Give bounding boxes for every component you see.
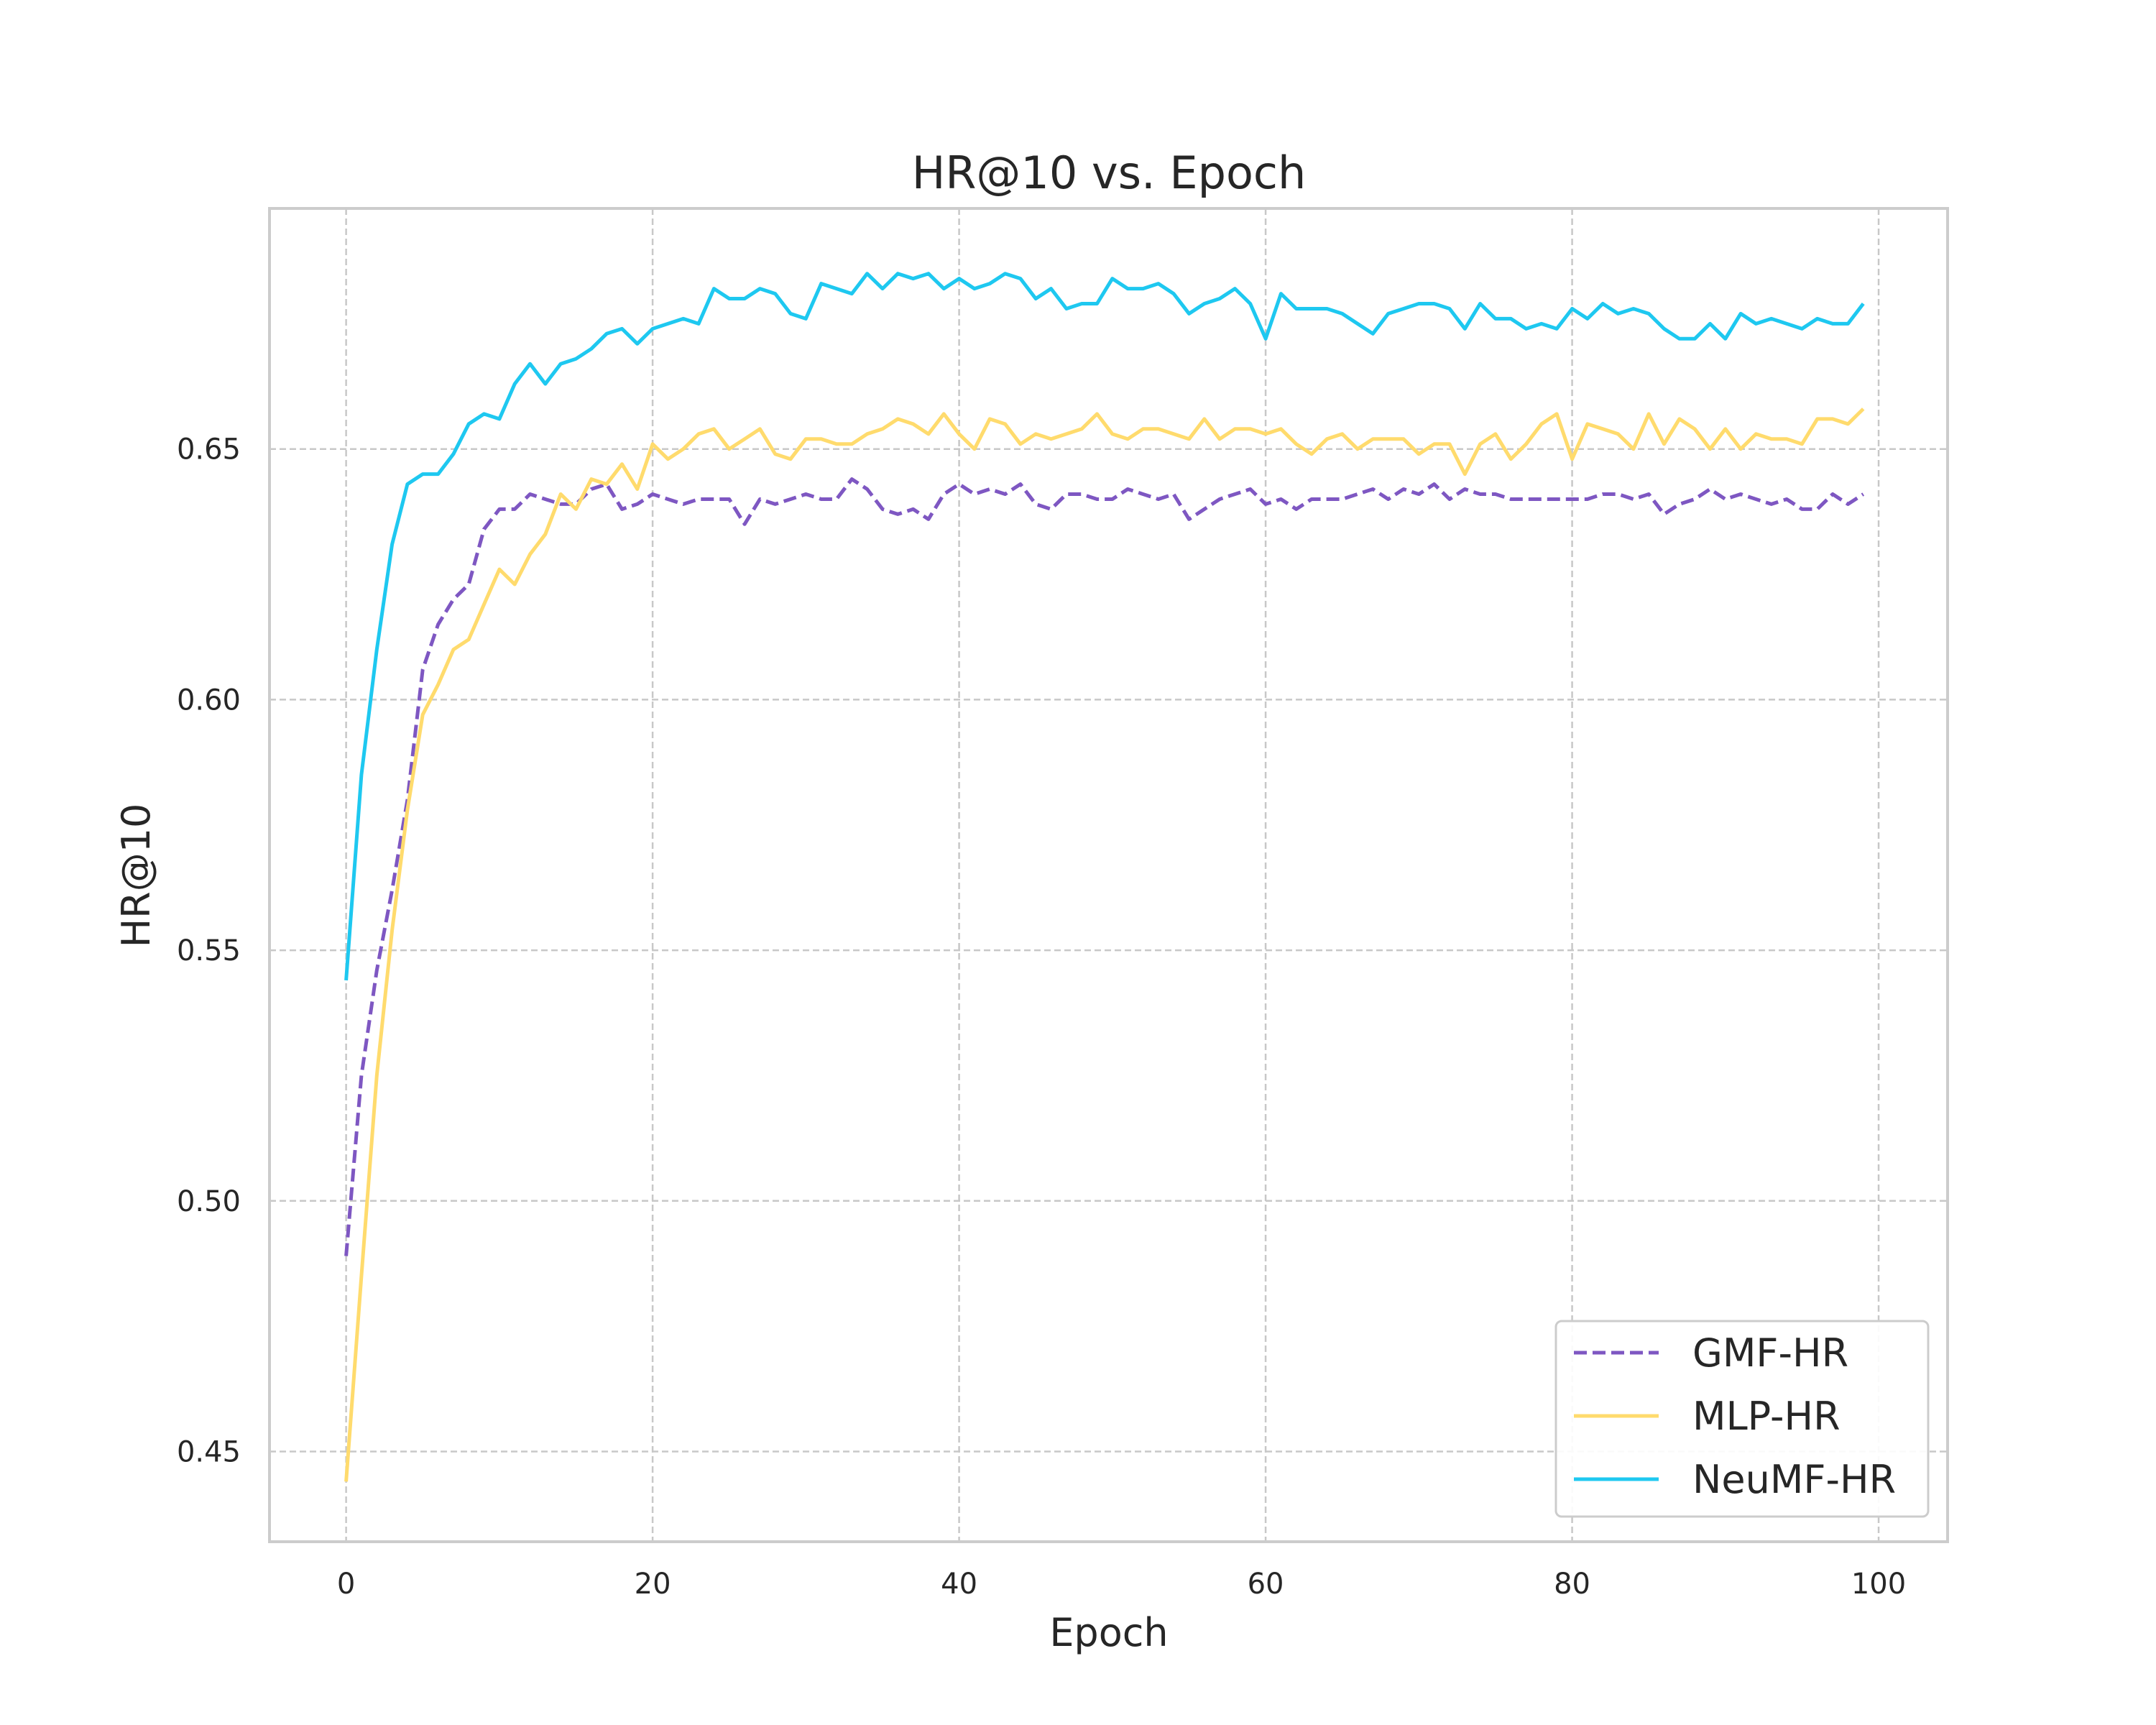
- x-axis-ticks: 0 20 40 60 80 100: [337, 1568, 1906, 1601]
- y-tick-label: 0.50: [177, 1185, 241, 1218]
- x-tick-label: 100: [1851, 1568, 1906, 1601]
- y-axis-ticks: 0.45 0.50 0.55 0.60 0.65: [177, 433, 241, 1469]
- chart-title: HR@10 vs. Epoch: [912, 147, 1307, 199]
- series-lines: [344, 272, 1865, 1482]
- series-line-mlp-hr: [344, 408, 1865, 1482]
- legend: GMF-HR MLP-HR NeuMF-HR: [1554, 1320, 1930, 1518]
- y-tick-label: 0.60: [177, 684, 241, 717]
- gridlines: [270, 208, 1948, 1542]
- series-line-neumf-hr: [344, 272, 1865, 981]
- y-axis-label: HR@10: [114, 804, 159, 948]
- plot-area-border: [268, 207, 1949, 1543]
- x-tick-label: 0: [337, 1568, 355, 1601]
- x-tick-label: 20: [635, 1568, 671, 1601]
- x-tick-label: 80: [1554, 1568, 1590, 1601]
- legend-label-neumf-hr: NeuMF-HR: [1692, 1457, 1896, 1502]
- x-axis-label: Epoch: [1049, 1610, 1168, 1655]
- legend-label-gmf-hr: GMF-HR: [1692, 1330, 1848, 1376]
- legend-box: [1554, 1320, 1930, 1518]
- y-tick-label: 0.65: [177, 433, 241, 466]
- x-tick-label: 60: [1248, 1568, 1284, 1601]
- y-tick-label: 0.55: [177, 934, 241, 967]
- series-line-gmf-hr: [344, 477, 1865, 1256]
- x-tick-label: 40: [941, 1568, 977, 1601]
- legend-label-mlp-hr: MLP-HR: [1692, 1394, 1841, 1439]
- y-tick-label: 0.45: [177, 1435, 241, 1468]
